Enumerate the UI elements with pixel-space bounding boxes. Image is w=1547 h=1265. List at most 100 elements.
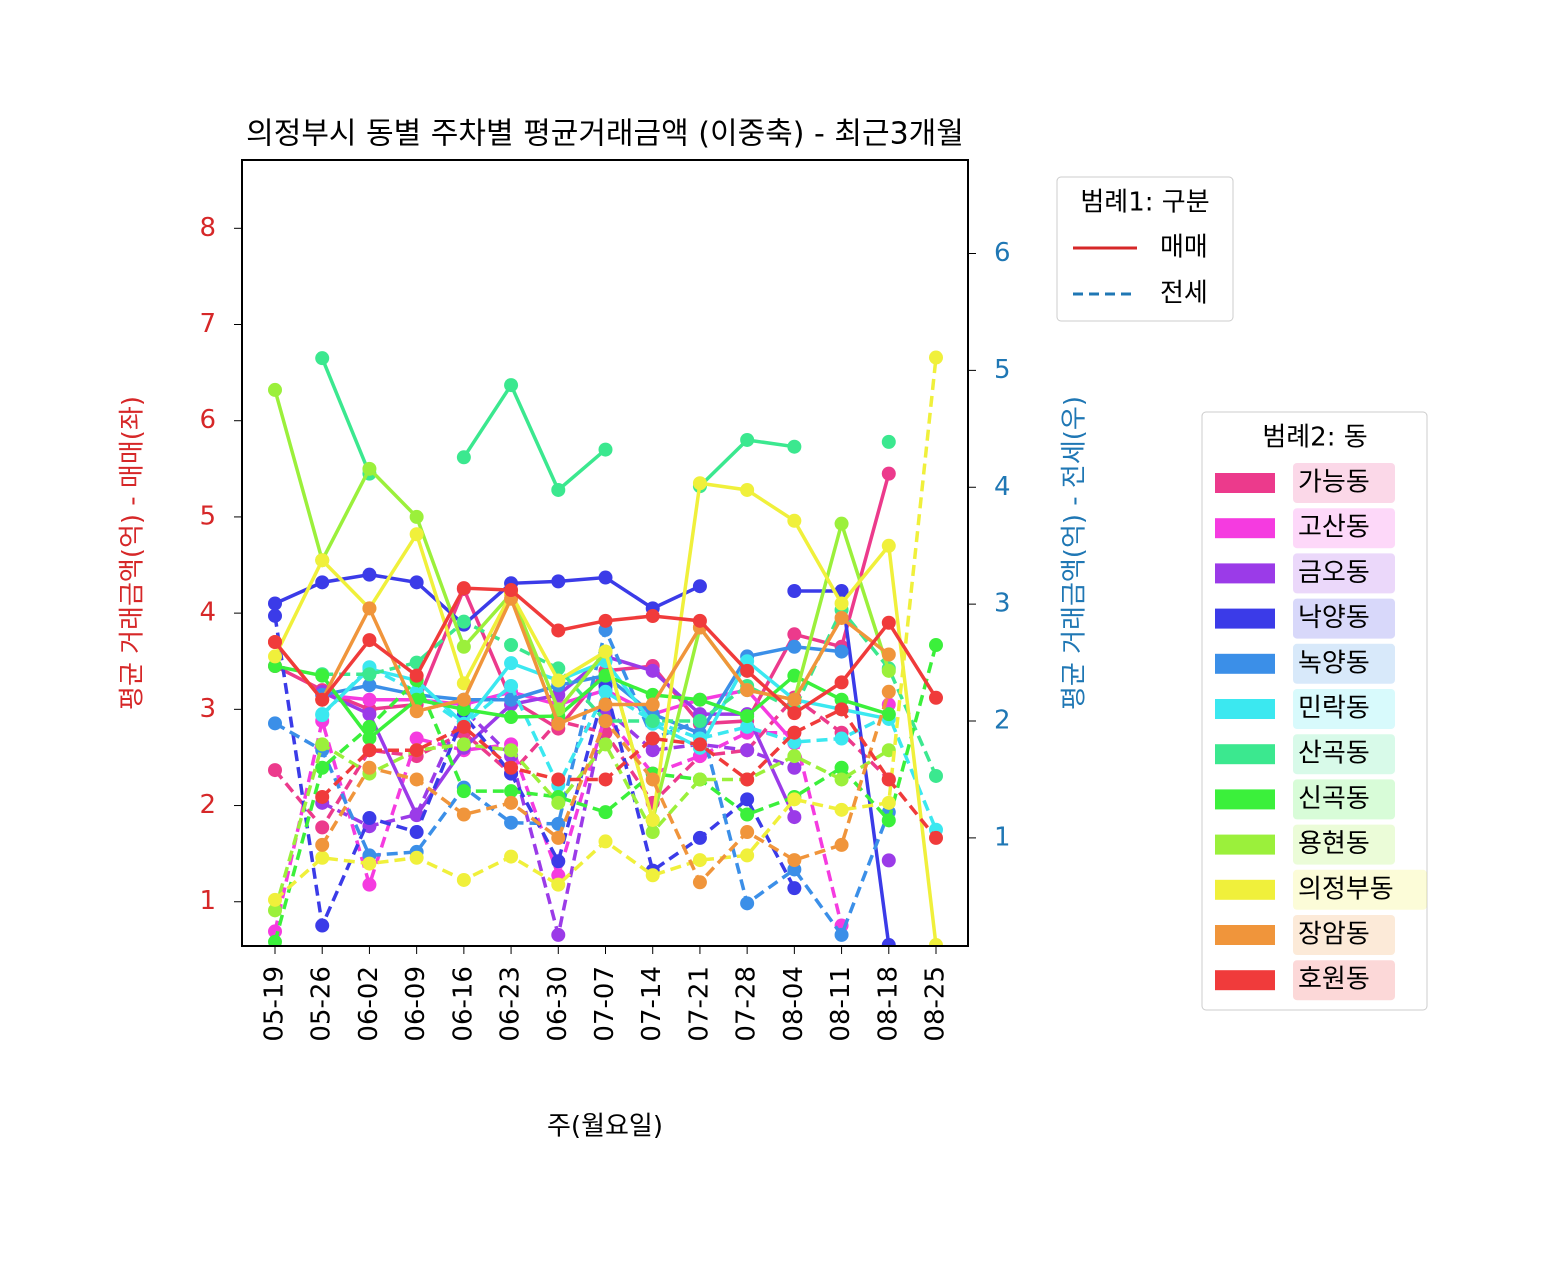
legend2-label-bg <box>1293 824 1395 865</box>
legend1-label: 전세 <box>1160 279 1208 309</box>
y-axis-label: 평균 거래금액(억) - 매매(좌) <box>118 396 148 710</box>
legend2-swatch <box>1215 925 1275 945</box>
series-marker <box>881 434 896 449</box>
series-marker <box>551 877 566 892</box>
series-marker <box>504 583 519 598</box>
series-marker <box>409 575 424 590</box>
series-marker <box>692 692 707 707</box>
y2-tick-label: 3 <box>994 589 1011 619</box>
y2-axis-label: 평균 거래금액(억) - 전세(우) <box>1060 396 1090 710</box>
series-marker <box>504 815 519 830</box>
series-marker <box>929 690 943 705</box>
series-marker <box>456 676 471 691</box>
y-tick-label: 6 <box>199 405 216 435</box>
series-marker <box>362 877 377 892</box>
series-marker <box>504 638 519 653</box>
plot-area <box>268 350 943 946</box>
series-marker <box>551 830 566 845</box>
series-marker <box>645 714 660 729</box>
series-line <box>320 357 372 475</box>
legend2-title: 범례2: 동 <box>1262 423 1367 453</box>
series-marker <box>315 789 330 804</box>
legend2-swatch <box>1215 970 1275 991</box>
x-tick-label: 06-16 <box>448 966 478 1042</box>
series-line <box>320 665 938 831</box>
series-marker <box>456 614 471 629</box>
legend2-label-bg <box>1293 463 1395 503</box>
series-marker <box>787 749 802 764</box>
legend2-label-bg <box>1293 689 1395 729</box>
series-marker <box>315 668 330 683</box>
series-marker <box>787 725 802 740</box>
legend2-label: 민락동 <box>1298 694 1370 724</box>
y-tick-label: 2 <box>199 790 216 820</box>
series-marker <box>787 853 802 868</box>
series-marker <box>929 350 943 365</box>
series-line <box>274 624 891 939</box>
series-marker <box>787 760 802 775</box>
series-line <box>273 644 938 943</box>
series-marker <box>929 768 943 783</box>
series-marker <box>834 927 849 942</box>
series-marker <box>881 853 896 868</box>
series-line <box>273 741 890 911</box>
series-marker <box>504 743 519 758</box>
series-marker <box>881 813 896 828</box>
series-marker <box>315 575 330 590</box>
series-marker <box>740 792 755 807</box>
series-marker <box>881 772 896 787</box>
series-marker <box>456 702 471 717</box>
series-marker <box>881 647 896 662</box>
series-marker <box>409 743 424 758</box>
series-marker <box>268 649 282 664</box>
y2-tick-label: 5 <box>994 355 1011 385</box>
series-marker <box>268 934 282 946</box>
series-marker <box>315 837 330 852</box>
plot-frame <box>241 159 969 947</box>
series-marker <box>692 830 707 845</box>
legend2-swatch <box>1215 879 1275 900</box>
series-marker <box>268 716 282 731</box>
y2-tick-label: 1 <box>994 822 1011 852</box>
series-marker <box>645 812 660 827</box>
series-marker <box>456 872 471 887</box>
series-marker <box>787 792 802 807</box>
x-tick-label: 05-19 <box>260 966 290 1042</box>
legend2-swatch <box>1215 789 1275 810</box>
series-marker <box>362 567 377 582</box>
series-line <box>322 606 938 777</box>
series-marker <box>692 772 707 787</box>
series-marker <box>740 807 755 822</box>
series-marker <box>315 553 330 568</box>
series-marker <box>740 709 755 724</box>
series-marker <box>740 896 755 911</box>
legend2-label-bg <box>1293 598 1395 639</box>
series-marker <box>881 663 896 678</box>
legend2-label-bg <box>1293 508 1395 549</box>
series-marker <box>504 760 519 775</box>
x-tick-label: 07-14 <box>637 966 667 1042</box>
legend2-label: 장암동 <box>1298 920 1370 950</box>
series-marker <box>551 927 566 942</box>
series-marker <box>787 668 802 683</box>
series-marker <box>456 581 471 596</box>
series-marker <box>740 825 755 840</box>
legend2-label-bg <box>1293 734 1395 775</box>
series-marker <box>881 707 896 722</box>
x-tick-label: 06-30 <box>543 966 573 1042</box>
series-marker <box>456 719 471 734</box>
x-tick-label: 07-21 <box>684 966 714 1042</box>
series-marker <box>598 697 613 712</box>
x-tick-label: 06-02 <box>354 966 384 1042</box>
legend1-label: 매매 <box>1160 233 1208 263</box>
series-marker <box>268 596 282 611</box>
series-marker <box>645 731 660 746</box>
series-marker <box>787 584 802 599</box>
x-axis-label: 주(월요일) <box>547 1112 663 1142</box>
series-marker <box>692 613 707 628</box>
series-marker <box>456 450 471 465</box>
x-tick-label: 08-04 <box>779 966 809 1042</box>
series-marker <box>362 719 377 734</box>
series-marker <box>881 938 896 946</box>
